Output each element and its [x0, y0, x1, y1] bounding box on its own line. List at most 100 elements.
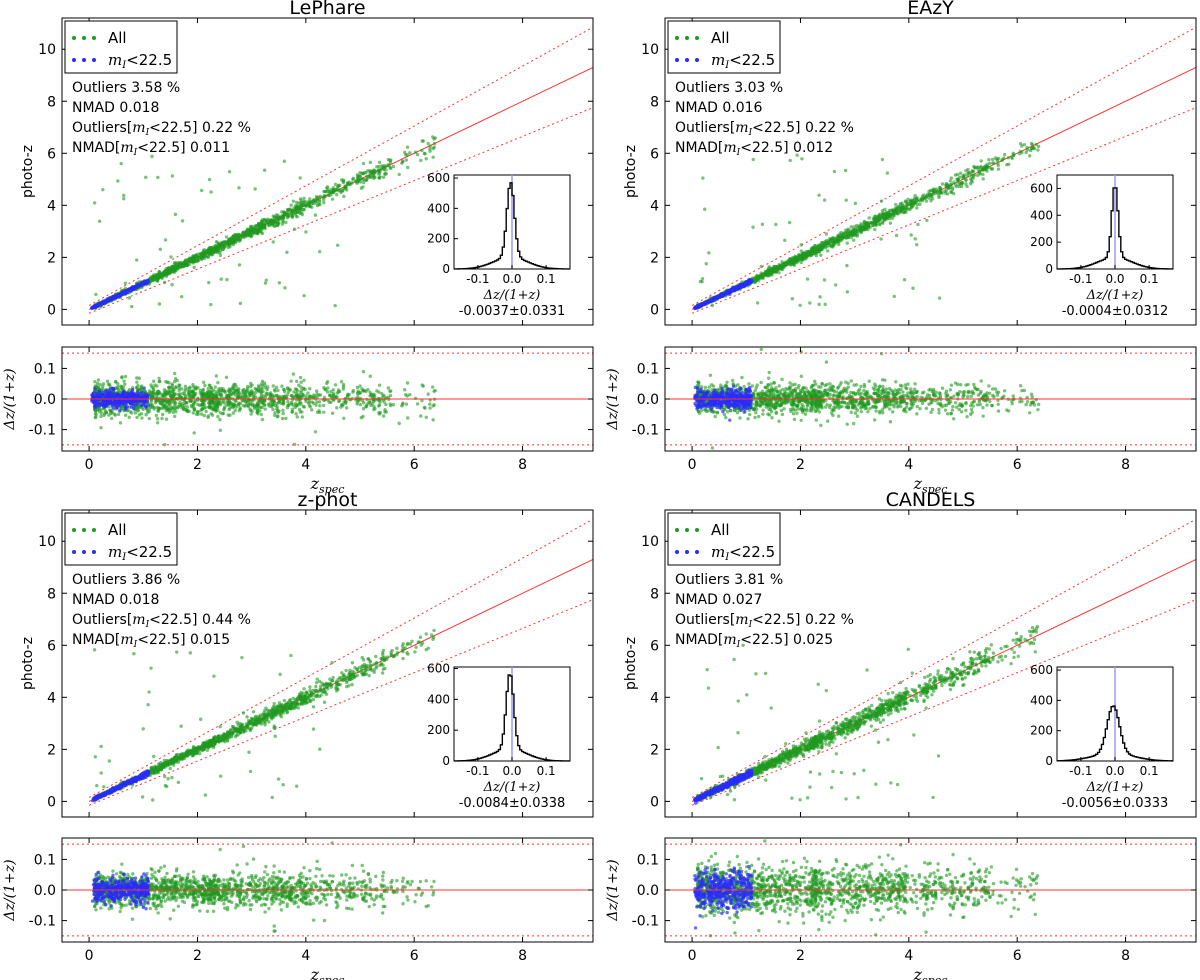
- all-residual-point: [116, 384, 120, 389]
- all-residual-point: [176, 392, 180, 397]
- all-residual-point: [419, 414, 423, 418]
- bright-residual-point: [103, 404, 108, 408]
- all-residual-point: [182, 392, 187, 396]
- all-point: [906, 197, 910, 202]
- all-residual-point: [211, 392, 215, 397]
- all-point: [388, 158, 393, 162]
- all-point: [97, 219, 102, 223]
- all-point: [237, 263, 242, 267]
- all-point: [1028, 154, 1032, 158]
- all-point: [308, 197, 312, 201]
- hist-x-tick-label: 0.0: [502, 272, 521, 286]
- all-residual-point: [255, 410, 260, 415]
- all-point: [295, 215, 299, 219]
- all-residual-point: [198, 388, 203, 393]
- all-residual-point: [163, 442, 167, 447]
- all-point: [996, 167, 1001, 171]
- all-point: [957, 182, 961, 187]
- all-residual-point: [120, 375, 124, 380]
- all-residual-point: [335, 406, 339, 410]
- all-point: [333, 182, 338, 187]
- all-point: [292, 227, 297, 231]
- all-point: [299, 205, 303, 210]
- all-residual-point: [172, 371, 177, 376]
- all-residual-point: [310, 408, 314, 412]
- all-point: [200, 255, 205, 260]
- all-point: [377, 168, 381, 172]
- all-point: [209, 302, 213, 307]
- all-residual-point: [330, 411, 335, 415]
- all-residual-point: [135, 415, 139, 420]
- bright-point: [115, 293, 120, 298]
- all-point: [831, 236, 836, 240]
- all-point: [332, 188, 336, 192]
- bright-point: [146, 280, 150, 284]
- bright-residual-point: [115, 394, 120, 398]
- all-residual-point: [164, 417, 169, 421]
- all-point: [952, 180, 956, 184]
- all-residual-point: [167, 407, 172, 411]
- all-point: [851, 238, 856, 242]
- all-residual-point: [185, 405, 190, 409]
- all-residual-point: [162, 388, 167, 392]
- all-residual-point: [261, 401, 265, 405]
- all-residual-point: [212, 407, 216, 412]
- all-point: [938, 186, 943, 191]
- main-plot-area: [691, 26, 1196, 314]
- all-residual-point: [148, 390, 152, 395]
- all-residual-point: [311, 401, 316, 405]
- all-residual-point: [191, 385, 196, 389]
- bright-residual-point: [125, 405, 130, 409]
- all-residual-point: [318, 393, 323, 397]
- all-residual-point: [201, 380, 206, 385]
- all-residual-point: [113, 380, 118, 384]
- all-residual-point: [273, 413, 277, 418]
- all-residual-point: [93, 384, 98, 388]
- bright-residual-point: [139, 390, 143, 395]
- all-residual-point: [260, 405, 264, 410]
- all-point: [163, 238, 168, 242]
- all-residual-point: [300, 415, 304, 419]
- all-residual-point: [127, 415, 131, 420]
- all-point: [212, 250, 216, 254]
- all-residual-point: [199, 393, 204, 397]
- all-residual-point: [331, 388, 336, 392]
- all-residual-point: [93, 380, 97, 384]
- all-point: [347, 180, 351, 184]
- all-point: [413, 150, 418, 154]
- all-point: [294, 210, 299, 215]
- all-point: [1018, 141, 1023, 146]
- all-residual-point: [325, 390, 330, 394]
- all-residual-point: [237, 387, 241, 391]
- x-axis-label-main: z: [310, 474, 320, 493]
- bright-residual-point: [105, 395, 109, 400]
- all-residual-point: [189, 395, 193, 399]
- all-point: [277, 281, 282, 285]
- all-residual-point: [259, 393, 264, 397]
- all-residual-point: [280, 384, 284, 388]
- all-point: [286, 208, 290, 212]
- all-residual-point: [301, 387, 305, 391]
- all-residual-point: [404, 392, 408, 397]
- hist-x-tick-label: -0.1: [466, 272, 489, 286]
- all-point: [231, 235, 235, 239]
- stat-mag-band: I: [133, 148, 138, 158]
- all-residual-point: [368, 374, 373, 378]
- all-point: [218, 250, 222, 255]
- all-point: [924, 199, 929, 203]
- all-residual-point: [147, 416, 151, 421]
- outlier-upper-line: [88, 26, 593, 306]
- all-residual-point: [178, 395, 182, 400]
- all-point: [424, 157, 428, 161]
- all-point: [285, 250, 289, 254]
- all-residual-point: [315, 392, 319, 396]
- all-point: [262, 168, 267, 172]
- all-residual-point: [371, 400, 376, 404]
- all-residual-point: [377, 383, 382, 387]
- residual-y-tick-label: 0.1: [34, 361, 56, 377]
- all-point: [360, 171, 364, 175]
- all-residual-point: [308, 387, 312, 391]
- all-point: [400, 160, 405, 164]
- stat-mag-symbol: m: [132, 120, 145, 136]
- all-point: [1034, 142, 1038, 147]
